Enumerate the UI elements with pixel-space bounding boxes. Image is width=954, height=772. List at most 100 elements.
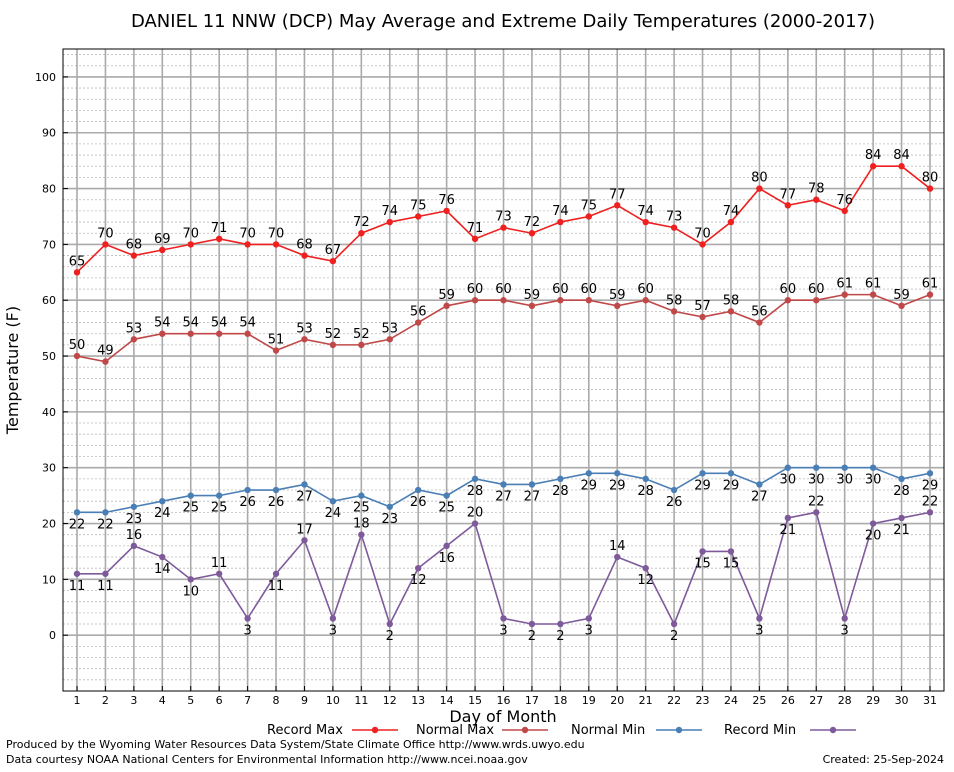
- data-label-normal-max: 52: [353, 327, 370, 342]
- data-label-normal-min: 22: [69, 517, 86, 532]
- data-point-normal-max: [102, 358, 109, 365]
- data-label-normal-min: 24: [154, 506, 171, 521]
- data-label-record-min: 3: [329, 623, 337, 638]
- data-label-record-max: 84: [893, 148, 910, 163]
- data-point-normal-min: [841, 464, 848, 471]
- x-tick-label: 13: [411, 694, 425, 707]
- data-point-record-min: [784, 514, 792, 522]
- data-point-record-max: [699, 241, 706, 248]
- data-point-normal-min: [756, 481, 763, 488]
- footer-produced-by: Produced by the Wyoming Water Resources …: [6, 738, 585, 751]
- data-label-record-min: 2: [528, 629, 536, 644]
- x-tick-label: 14: [440, 694, 454, 707]
- data-point-record-max: [130, 252, 138, 259]
- legend: Record Max Normal Max Normal Min Record Min: [267, 723, 856, 738]
- data-point-record-min: [443, 542, 450, 550]
- data-point-record-max: [415, 213, 422, 220]
- data-label-normal-max: 59: [609, 288, 626, 303]
- data-point-record-min: [699, 548, 706, 555]
- data-point-normal-max: [215, 330, 223, 337]
- data-point-normal-max: [244, 330, 251, 337]
- data-point-record-max: [272, 241, 280, 248]
- data-label-record-min: 20: [865, 529, 882, 544]
- data-label-normal-max: 60: [637, 282, 654, 297]
- data-label-record-max: 80: [751, 171, 768, 186]
- x-tick-label: 18: [553, 694, 567, 707]
- data-label-normal-max: 58: [723, 293, 740, 308]
- data-point-normal-min: [244, 486, 251, 494]
- legend-item-record-min: Record Min: [724, 723, 856, 738]
- data-point-normal-max: [614, 302, 621, 309]
- data-point-record-min: [813, 509, 820, 516]
- x-tick-label: 15: [468, 694, 482, 707]
- data-label-normal-min: 28: [552, 484, 569, 499]
- data-label-record-min: 14: [609, 539, 626, 554]
- data-point-record-max: [244, 241, 251, 248]
- x-tick-label: 11: [354, 694, 368, 707]
- data-point-normal-min: [386, 503, 393, 510]
- data-point-normal-min: [727, 470, 735, 477]
- x-tick-label: 8: [273, 694, 280, 707]
- data-label-record-max: 71: [467, 221, 484, 236]
- legend-item-normal-min: Normal Min: [571, 723, 702, 738]
- data-label-record-max: 84: [865, 148, 882, 163]
- data-point-normal-max: [699, 313, 706, 321]
- data-label-normal-min: 30: [780, 473, 797, 488]
- x-tick-label: 17: [525, 694, 539, 707]
- data-label-normal-min: 27: [524, 489, 541, 504]
- data-label-record-max: 77: [780, 187, 797, 202]
- data-label-normal-min: 27: [296, 489, 313, 504]
- data-label-normal-min: 25: [438, 501, 455, 516]
- data-point-record-max: [926, 185, 934, 192]
- series-layer: 65 70 68 69 70 71 70 70 68 67 72 74 75 76 71 73 72 74 75 77…: [69, 148, 939, 644]
- data-point-record-min: [642, 564, 649, 572]
- x-tick-label: 25: [752, 694, 766, 707]
- data-label-normal-max: 52: [325, 327, 342, 342]
- data-label-record-min: 11: [268, 579, 285, 594]
- data-point-normal-max: [869, 291, 877, 298]
- y-tick-label: 70: [42, 238, 56, 251]
- data-label-record-max: 74: [637, 204, 654, 219]
- data-label-normal-min: 29: [694, 478, 711, 493]
- data-label-record-min: 12: [410, 573, 427, 588]
- data-point-normal-min: [614, 470, 621, 477]
- legend-label-normal-min: Normal Min: [571, 723, 645, 738]
- data-point-normal-max: [727, 308, 735, 315]
- x-tick-label: 22: [667, 694, 681, 707]
- data-point-normal-min: [869, 464, 877, 471]
- data-point-normal-max: [329, 341, 337, 349]
- legend-label-record-min: Record Min: [724, 723, 796, 738]
- data-label-record-max: 70: [268, 226, 285, 241]
- x-tick-label: 29: [866, 694, 880, 707]
- data-label-record-min: 3: [755, 623, 763, 638]
- data-point-normal-min: [102, 509, 109, 516]
- data-point-record-max: [471, 235, 479, 243]
- data-label-record-min: 20: [467, 506, 484, 521]
- data-point-normal-min: [471, 475, 479, 483]
- data-label-normal-max: 59: [438, 288, 455, 303]
- data-label-normal-min: 28: [893, 484, 910, 499]
- data-point-record-max: [670, 224, 678, 231]
- data-label-record-min: 3: [585, 623, 593, 638]
- data-label-normal-max: 60: [495, 282, 512, 297]
- data-label-record-max: 73: [666, 210, 683, 225]
- data-label-record-min: 21: [893, 523, 910, 538]
- data-label-normal-max: 50: [69, 338, 86, 353]
- data-label-record-min: 22: [922, 494, 939, 509]
- x-tick-label: 28: [838, 694, 852, 707]
- data-point-normal-max: [471, 297, 479, 304]
- data-label-record-min: 2: [556, 629, 564, 644]
- x-tick-label: 1: [74, 694, 81, 707]
- data-point-record-min: [585, 615, 592, 622]
- data-point-normal-min: [358, 492, 365, 499]
- data-label-record-min: 17: [296, 522, 313, 537]
- data-label-normal-max: 60: [467, 282, 484, 297]
- x-tick-label: 21: [639, 694, 653, 707]
- data-label-normal-max: 61: [865, 277, 882, 292]
- data-label-normal-max: 53: [381, 321, 398, 336]
- data-label-record-max: 76: [836, 193, 853, 208]
- data-label-normal-max: 61: [836, 277, 853, 292]
- data-point-normal-min: [699, 470, 706, 477]
- data-label-normal-min: 29: [581, 478, 598, 493]
- data-label-record-min: 12: [637, 573, 654, 588]
